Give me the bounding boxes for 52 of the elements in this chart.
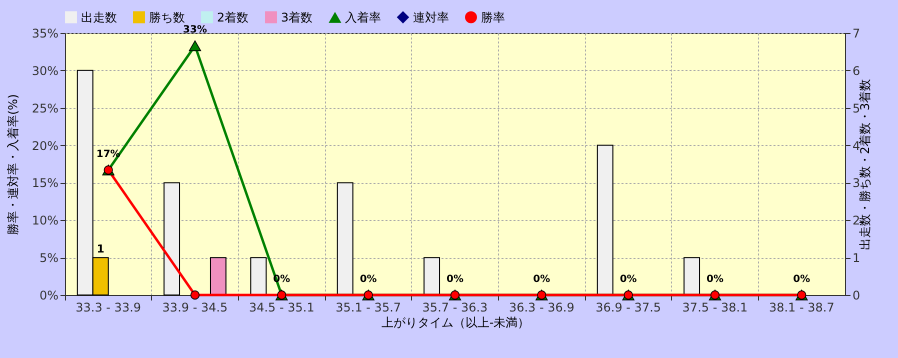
y-tick-label: 25%	[32, 101, 58, 116]
bar	[424, 257, 440, 296]
point	[188, 40, 202, 52]
data-label: 0%	[793, 274, 810, 285]
x-tick-label: 35.7 - 36.3	[422, 300, 488, 314]
legend-label: 2着数	[217, 10, 249, 24]
y2-tick-label: 3	[852, 176, 860, 190]
data-label: 33%	[183, 24, 207, 36]
y2-tick-label: 0	[852, 288, 860, 302]
legend-label: 連対率	[413, 10, 449, 24]
y-tick-label: 30%	[32, 64, 58, 78]
bar	[684, 257, 700, 296]
y-tick-label: 10%	[32, 214, 58, 228]
x-tick-label: 34.5 - 35.1	[248, 300, 314, 314]
y-tick-label: 15%	[32, 176, 58, 190]
y2-tick-label: 7	[852, 26, 860, 40]
legend-label: 出走数	[81, 10, 117, 24]
y2-tick-label: 2	[852, 214, 860, 228]
data-label: 1	[96, 242, 104, 256]
bar	[250, 257, 267, 296]
legend-label: 入着率	[345, 10, 381, 25]
bar	[164, 182, 180, 296]
x-tick-label: 36.3 - 36.9	[508, 300, 574, 314]
x-tick-label: 33.3 - 33.9	[76, 300, 142, 314]
data-label: 0%	[360, 274, 377, 285]
y-axis-title: 勝率・連対率・入着率(%)	[6, 94, 20, 235]
x-tick-label: 36.9 - 37.5	[596, 300, 662, 314]
x-tick-label: 37.5 - 38.1	[682, 300, 748, 314]
data-label: 0%	[446, 274, 464, 285]
data-label: 0%	[620, 274, 637, 285]
data-label: 0%	[533, 274, 550, 285]
legend-label: 勝ち数	[149, 10, 185, 24]
x-tick-label: 38.1 - 38.7	[768, 300, 834, 314]
y2-tick-label: 4	[852, 138, 860, 153]
y-tick-label: 20%	[32, 138, 58, 153]
y-tick-label: 5%	[39, 251, 58, 266]
bar	[596, 144, 614, 296]
bar	[210, 257, 226, 296]
y-tick-label: 0%	[39, 288, 58, 302]
y-tick-label: 35%	[32, 26, 58, 40]
legend-label: 勝率	[481, 10, 505, 24]
y2-tick-label: 1	[852, 251, 860, 266]
x-axis-title: 上がりタイム（以上-未満）	[381, 316, 530, 330]
y2-axis-title: 出走数・勝ち数・2着数・3着数	[858, 78, 872, 250]
x-tick-label: 33.9 - 34.5	[162, 300, 228, 314]
y2-tick-label: 5	[852, 101, 860, 116]
point	[190, 290, 200, 300]
data-label: 0%	[706, 274, 724, 285]
x-tick-label: 35.1 - 35.7	[336, 300, 402, 314]
y2-tick-label: 6	[852, 64, 860, 78]
bar	[336, 182, 354, 296]
legend-label: 3着数	[281, 10, 313, 24]
